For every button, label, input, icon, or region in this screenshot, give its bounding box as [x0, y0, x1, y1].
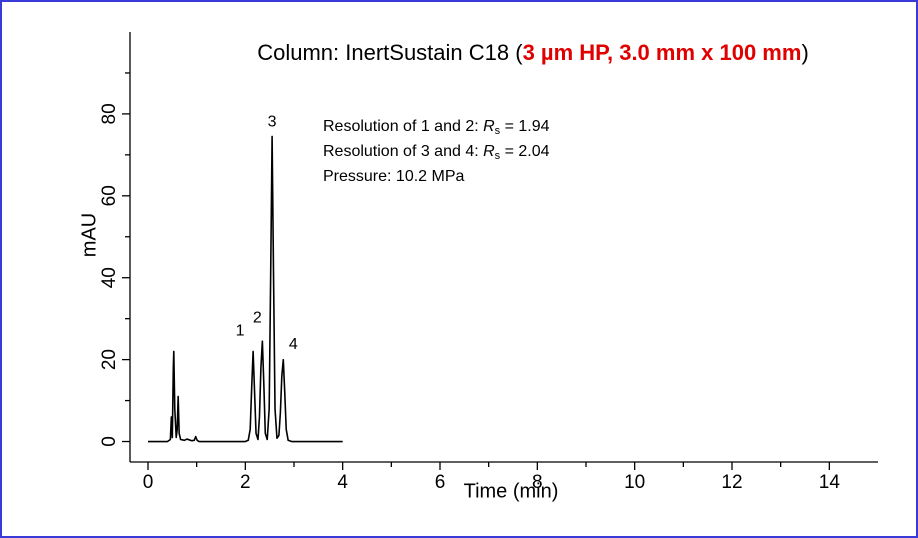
peak-label: 4 — [289, 336, 298, 353]
x-tick-label: 12 — [721, 472, 742, 493]
x-tick-label: 14 — [819, 472, 841, 493]
annotation-symbol: R — [483, 143, 495, 160]
title-part: Column: InertSustain C18 ( — [257, 40, 523, 65]
title-highlight: 3 µm HP, 3.0 mm x 100 mm — [523, 40, 802, 65]
x-tick-label: 10 — [624, 472, 645, 493]
annotation-text: Pressure: 10.2 MPa — [323, 168, 465, 185]
x-tick-label: 0 — [143, 472, 154, 493]
annotation-text: = 2.04 — [500, 143, 549, 160]
annotation-subscript: s — [495, 150, 501, 162]
x-tick-label: 4 — [337, 472, 348, 493]
annotation-symbol: R — [483, 118, 495, 135]
x-tick-label: 8 — [532, 472, 543, 493]
chromatogram-line — [148, 135, 343, 443]
peak-label: 3 — [268, 114, 277, 131]
y-tick-label: 80 — [99, 103, 120, 124]
annotation: Pressure: 10.2 MPa — [323, 168, 465, 185]
peak-label: 2 — [253, 309, 262, 326]
peak-label: 1 — [236, 323, 245, 340]
y-axis-label: mAU — [78, 213, 100, 257]
annotation: Resolution of 3 and 4: Rs = 2.04 — [323, 143, 550, 162]
x-axis-label: Time (min) — [464, 480, 559, 502]
x-tick-label: 2 — [240, 472, 251, 493]
annotation: Resolution of 1 and 2: Rs = 1.94 — [323, 118, 550, 137]
y-tick-label: 60 — [99, 185, 120, 206]
title-part: ) — [801, 40, 808, 65]
x-tick-label: 6 — [435, 472, 446, 493]
y-tick-label: 0 — [99, 436, 120, 447]
chart-title: Column: InertSustain C18 (3 µm HP, 3.0 m… — [257, 40, 809, 65]
annotation-subscript: s — [495, 125, 501, 137]
annotation-text: Resolution of 1 and 2: — [323, 118, 483, 135]
y-tick-label: 40 — [99, 267, 120, 288]
annotation-text: = 1.94 — [500, 118, 549, 135]
y-tick-label: 20 — [99, 349, 120, 370]
annotation-text: Resolution of 3 and 4: — [323, 143, 483, 160]
